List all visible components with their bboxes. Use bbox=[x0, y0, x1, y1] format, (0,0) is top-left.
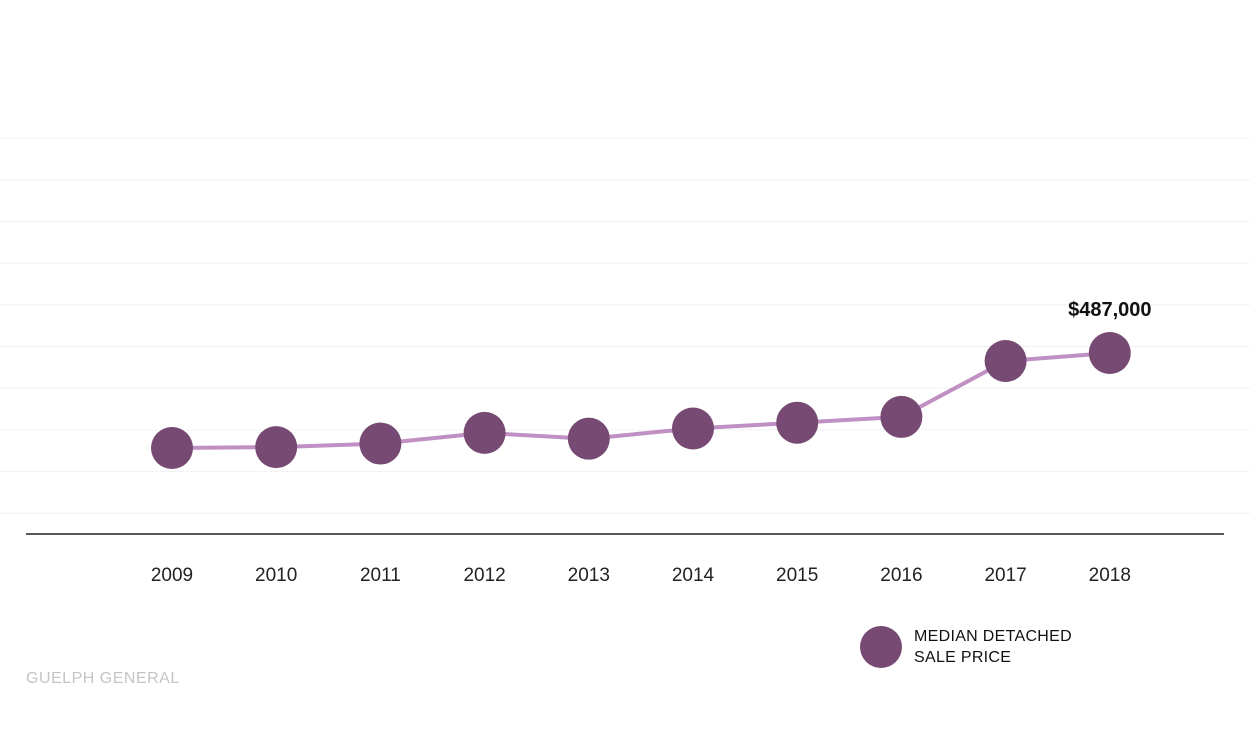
data-points bbox=[151, 332, 1131, 469]
x-tick-label-2011: 2011 bbox=[360, 565, 401, 586]
legend-label-line-1: MEDIAN DETACHED bbox=[914, 628, 1072, 645]
data-point-2009 bbox=[151, 427, 193, 469]
data-point-2011 bbox=[359, 422, 402, 465]
data-labels: $487,000 bbox=[1068, 299, 1151, 321]
x-tick-label-2014: 2014 bbox=[672, 565, 715, 586]
legend-marker bbox=[860, 626, 902, 668]
data-point-2013 bbox=[567, 417, 610, 460]
x-tick-labels: 2009 2010 2011 2012 2013 2014 2015 2016 2017 2018 bbox=[151, 565, 1131, 586]
series-line-median-price bbox=[171, 351, 1110, 450]
data-point-2014 bbox=[672, 407, 714, 450]
x-tick-label-2016: 2016 bbox=[880, 565, 922, 586]
data-point-2018 bbox=[1088, 332, 1131, 374]
data-label-2018: $487,000 bbox=[1068, 299, 1151, 321]
legend: MEDIAN DETACHED SALE PRICE bbox=[860, 626, 1072, 668]
x-tick-label-2012: 2012 bbox=[463, 565, 505, 586]
data-point-2017 bbox=[984, 339, 1027, 382]
data-point-2010 bbox=[255, 426, 298, 469]
x-tick-label-2018: 2018 bbox=[1089, 565, 1131, 586]
x-tick-label-2010: 2010 bbox=[255, 565, 297, 586]
source-credit: GUELPH GENERAL bbox=[26, 670, 180, 687]
data-point-2012 bbox=[463, 411, 506, 454]
data-point-2015 bbox=[776, 401, 819, 444]
gridlines bbox=[0, 137, 1250, 514]
legend-label-line-2: SALE PRICE bbox=[914, 649, 1012, 666]
data-point-2016 bbox=[880, 395, 923, 438]
x-tick-label-2009: 2009 bbox=[151, 565, 193, 586]
x-tick-label-2013: 2013 bbox=[568, 565, 610, 586]
legend-label: MEDIAN DETACHED SALE PRICE bbox=[914, 626, 1072, 668]
x-tick-label-2017: 2017 bbox=[984, 565, 1026, 586]
x-tick-label-2015: 2015 bbox=[776, 565, 818, 586]
